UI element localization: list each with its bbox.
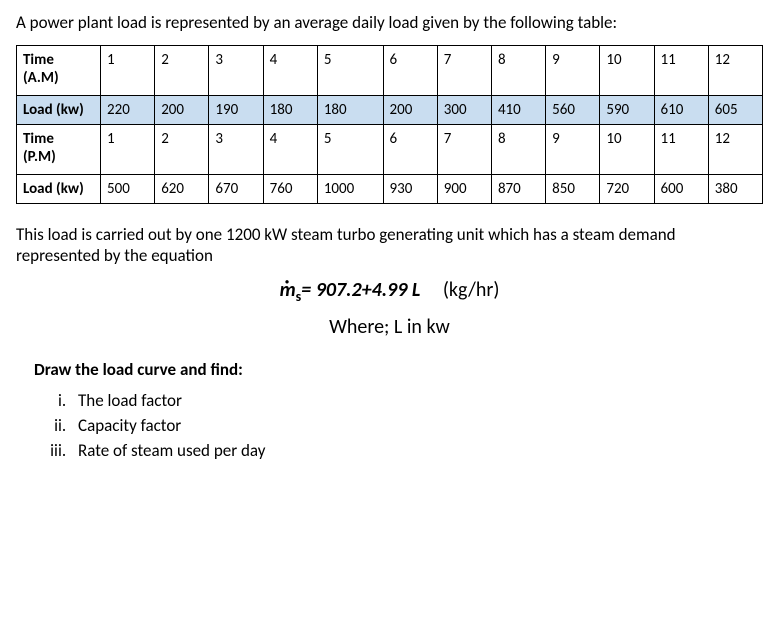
cell-load-am: 560	[546, 96, 600, 125]
cell-hour: 1	[101, 125, 155, 175]
cell-load-pm: 500	[101, 175, 155, 204]
intro-text: A power plant load is represented by an …	[16, 12, 763, 33]
cell-load-am: 300	[437, 96, 491, 125]
cell-hour: 9	[546, 46, 600, 96]
cell-hour: 1	[101, 46, 155, 96]
equation-unit: (kg/hr)	[443, 278, 500, 302]
cell-load-pm: 670	[209, 175, 263, 204]
cell-load-pm: 380	[708, 175, 762, 204]
cell-load-pm: 620	[155, 175, 209, 204]
cell-hour: 11	[654, 125, 708, 175]
equation-where: Where; L in kw	[16, 315, 763, 339]
cell-hour: 3	[209, 46, 263, 96]
label-time-am: Time (A.M)	[17, 46, 101, 96]
dot-icon: ·	[285, 270, 290, 292]
cell-load-am: 410	[491, 96, 545, 125]
cell-hour: 5	[317, 46, 383, 96]
cell-load-pm: 850	[546, 175, 600, 204]
cell-load-pm: 870	[491, 175, 545, 204]
cell-load-pm: 930	[383, 175, 437, 204]
cell-hour: 6	[383, 46, 437, 96]
task-item: Rate of steam used per day	[70, 440, 763, 461]
cell-load-pm: 720	[600, 175, 654, 204]
description-text: This load is carried out by one 1200 kW …	[16, 224, 763, 266]
row-time-pm: Time (P.M) 1 2 3 4 5 6 7 8 9 10 11 12	[17, 125, 763, 175]
task-item: Capacity factor	[70, 415, 763, 436]
cell-hour: 5	[317, 125, 383, 175]
cell-hour: 11	[654, 46, 708, 96]
cell-load-am: 190	[209, 96, 263, 125]
mdot-symbol: ·m	[280, 278, 296, 302]
task-list: The load factor Capacity factor Rate of …	[42, 390, 763, 461]
cell-load-pm: 900	[437, 175, 491, 204]
label-time-pm-l1: Time	[23, 130, 54, 148]
cell-load-am: 180	[317, 96, 383, 125]
cell-load-am: 220	[101, 96, 155, 125]
cell-load-am: 200	[155, 96, 209, 125]
label-time-am-l1: Time	[23, 51, 54, 69]
cell-hour: 7	[437, 125, 491, 175]
cell-hour: 2	[155, 46, 209, 96]
cell-load-am: 590	[600, 96, 654, 125]
cell-load-pm: 1000	[317, 175, 383, 204]
cell-hour: 7	[437, 46, 491, 96]
label-load-am: Load (kw)	[17, 96, 101, 125]
cell-hour: 6	[383, 125, 437, 175]
label-load-pm: Load (kw)	[17, 175, 101, 204]
cell-load-am: 610	[654, 96, 708, 125]
cell-hour: 10	[600, 125, 654, 175]
cell-load-am: 200	[383, 96, 437, 125]
cell-load-pm: 760	[263, 175, 317, 204]
task-title: Draw the load curve and find:	[34, 359, 763, 380]
cell-hour: 4	[263, 125, 317, 175]
label-time-am-l2: (A.M)	[23, 69, 59, 87]
cell-hour: 12	[708, 125, 762, 175]
cell-hour: 9	[546, 125, 600, 175]
cell-hour: 8	[491, 46, 545, 96]
equation-line: ·m s= 907.2+4.99 L (kg/hr)	[16, 278, 763, 305]
cell-hour: 10	[600, 46, 654, 96]
equation-main: ·m s= 907.2+4.99 L	[280, 278, 425, 302]
cell-hour: 12	[708, 46, 762, 96]
cell-load-am: 180	[263, 96, 317, 125]
cell-load-am: 605	[708, 96, 762, 125]
cell-hour: 3	[209, 125, 263, 175]
task-item: The load factor	[70, 390, 763, 411]
equation-rhs: = 907.2+4.99 L	[301, 278, 420, 302]
cell-hour: 8	[491, 125, 545, 175]
cell-hour: 2	[155, 125, 209, 175]
cell-hour: 4	[263, 46, 317, 96]
row-load-am: Load (kw) 220 200 190 180 180 200 300 41…	[17, 96, 763, 125]
label-time-pm: Time (P.M)	[17, 125, 101, 175]
row-time-am: Time (A.M) 1 2 3 4 5 6 7 8 9 10 11 12	[17, 46, 763, 96]
load-table: Time (A.M) 1 2 3 4 5 6 7 8 9 10 11 12 Lo…	[16, 45, 763, 204]
cell-load-pm: 600	[654, 175, 708, 204]
row-load-pm: Load (kw) 500 620 670 760 1000 930 900 8…	[17, 175, 763, 204]
label-time-pm-l2: (P.M)	[23, 148, 56, 166]
